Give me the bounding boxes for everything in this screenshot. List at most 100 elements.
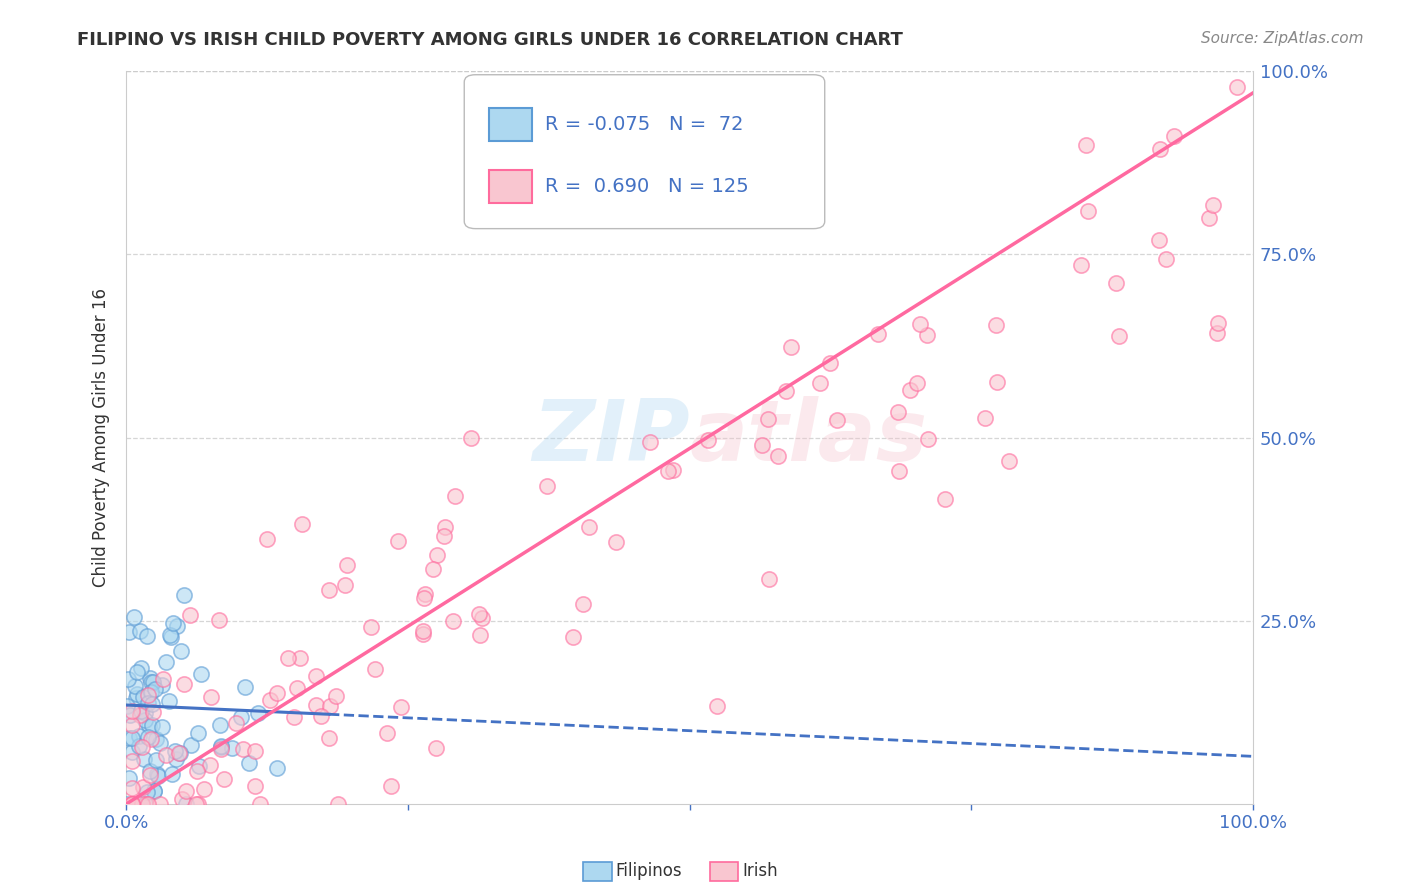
Point	[117, 698, 139, 713]
Point	[433, 528, 456, 542]
Point	[146, 769, 169, 783]
Text: ZIP: ZIP	[531, 396, 689, 479]
Point	[1202, 198, 1225, 212]
Point	[187, 726, 209, 740]
Point	[662, 463, 685, 477]
Point	[174, 797, 197, 811]
Point	[121, 780, 143, 795]
Point	[380, 779, 402, 793]
Point	[1226, 80, 1249, 95]
Point	[121, 754, 143, 768]
Point	[471, 611, 494, 625]
Point	[124, 679, 146, 693]
Point	[319, 699, 342, 714]
Point	[243, 779, 266, 793]
Point	[915, 328, 938, 343]
Point	[229, 710, 252, 724]
Point	[149, 797, 172, 811]
Point	[973, 411, 995, 425]
Point	[134, 706, 156, 721]
Point	[129, 708, 152, 723]
Point	[1077, 204, 1099, 219]
Point	[212, 772, 235, 786]
Point	[121, 797, 143, 811]
Point	[1070, 258, 1092, 272]
Point	[259, 692, 281, 706]
Point	[141, 732, 163, 747]
Point	[138, 719, 160, 733]
Point	[572, 597, 595, 611]
Point	[245, 744, 267, 758]
Point	[605, 535, 627, 549]
Point	[149, 736, 172, 750]
Point	[170, 643, 193, 657]
Point	[155, 655, 177, 669]
Point	[640, 435, 662, 450]
Point	[333, 578, 356, 592]
Point	[309, 709, 332, 723]
Point	[827, 413, 849, 427]
Point	[1108, 329, 1130, 343]
Point	[136, 696, 159, 710]
Point	[125, 665, 148, 680]
Point	[152, 678, 174, 692]
Point	[238, 756, 260, 770]
Point	[266, 761, 288, 775]
Point	[425, 740, 447, 755]
FancyBboxPatch shape	[464, 75, 825, 228]
Point	[128, 729, 150, 743]
Point	[468, 607, 491, 621]
Point	[121, 717, 143, 731]
Point	[387, 534, 409, 549]
Point	[166, 619, 188, 633]
Point	[266, 686, 288, 700]
Point	[256, 532, 278, 546]
Point	[125, 687, 148, 701]
Point	[422, 562, 444, 576]
Text: Irish: Irish	[742, 863, 778, 880]
Point	[209, 739, 232, 754]
Bar	[489, 170, 531, 203]
Point	[122, 610, 145, 624]
Point	[167, 747, 190, 761]
Point	[136, 730, 159, 744]
Point	[118, 771, 141, 785]
Point	[136, 797, 159, 811]
Point	[221, 740, 243, 755]
Point	[536, 479, 558, 493]
Point	[208, 614, 231, 628]
Point	[288, 650, 311, 665]
Point	[412, 624, 434, 639]
Point	[1163, 128, 1185, 143]
Point	[142, 705, 165, 719]
Point	[578, 520, 600, 534]
Point	[179, 738, 201, 752]
Point	[283, 709, 305, 723]
Point	[128, 739, 150, 754]
Point	[1076, 138, 1098, 153]
Point	[868, 327, 890, 342]
Point	[118, 731, 141, 746]
Point	[121, 797, 143, 811]
Point	[135, 797, 157, 811]
Point	[413, 587, 436, 601]
Point	[232, 741, 254, 756]
Bar	[489, 108, 531, 141]
Point	[277, 651, 299, 665]
Point	[138, 688, 160, 702]
Point	[200, 757, 222, 772]
Point	[121, 797, 143, 811]
Point	[139, 768, 162, 782]
Point	[775, 384, 797, 399]
Point	[142, 674, 165, 689]
Point	[562, 630, 585, 644]
Point	[758, 572, 780, 586]
Point	[1147, 233, 1170, 247]
Point	[808, 376, 831, 391]
Point	[247, 706, 270, 721]
Point	[434, 519, 457, 533]
Point	[905, 376, 928, 391]
Point	[318, 731, 340, 745]
Point	[186, 764, 208, 778]
Point	[375, 726, 398, 740]
